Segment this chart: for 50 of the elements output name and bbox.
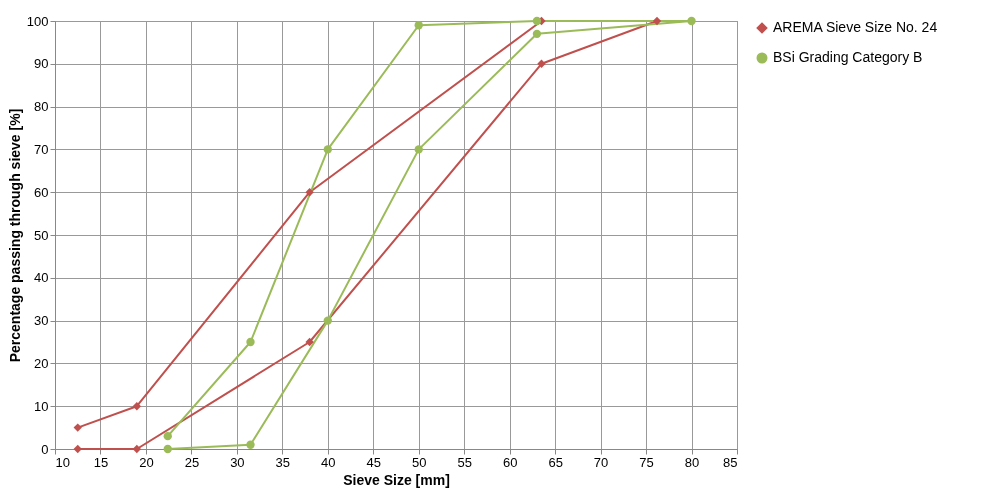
x-tick-label: 40 [321, 454, 336, 470]
y-tick-label: 100 [26, 13, 49, 29]
point [246, 337, 255, 347]
y-tick-label: 40 [34, 270, 49, 286]
x-tick-label: 60 [502, 454, 518, 470]
legend-label: BSi Grading Category B [773, 49, 923, 65]
point [414, 21, 423, 30]
point [163, 444, 172, 454]
legend-label: AREMA Sieve Size No. 24 [773, 19, 938, 35]
point [73, 423, 82, 432]
x-tick-label: 25 [184, 454, 200, 470]
x-axis-title: Sieve Size [mm] [343, 471, 450, 488]
point [532, 16, 542, 26]
y-tick-label: 50 [34, 227, 49, 243]
point [323, 145, 332, 154]
y-tick-label: 0 [41, 441, 49, 457]
x-tick-label: 80 [684, 454, 700, 470]
point [687, 16, 696, 26]
y-tick-label: 10 [34, 398, 49, 414]
point [532, 29, 542, 39]
point [132, 402, 142, 411]
x-tick-label: 35 [275, 454, 291, 470]
point [246, 440, 255, 449]
x-tick-label: 50 [412, 454, 427, 470]
point [414, 145, 423, 154]
point [132, 444, 142, 454]
y-tick-label: 30 [34, 313, 49, 329]
x-tick-label: 15 [93, 454, 109, 470]
y-tick-label: 20 [34, 355, 49, 371]
x-tick-label: 45 [366, 454, 381, 470]
point [305, 188, 314, 197]
x-tick-label: 85 [723, 454, 738, 470]
y-tick-label: 80 [34, 99, 49, 115]
x-tick-label: 30 [230, 454, 245, 470]
x-tick-label: 70 [593, 454, 609, 470]
point [305, 337, 314, 347]
x-tick-label: 65 [548, 454, 563, 470]
point [652, 16, 662, 26]
y-tick-label: 60 [34, 184, 49, 200]
point [537, 59, 546, 68]
y-tick-label: 90 [34, 56, 49, 72]
y-axis-title: Percentage passing through sieve [%] [6, 108, 23, 363]
point [163, 431, 172, 441]
x-tick-label: 75 [639, 454, 654, 470]
y-tick-label: 70 [34, 141, 49, 157]
x-tick-label: 55 [457, 454, 472, 470]
x-tick-label: 10 [55, 454, 70, 470]
point [73, 444, 82, 454]
point [323, 316, 332, 325]
x-tick-label: 20 [139, 454, 154, 470]
